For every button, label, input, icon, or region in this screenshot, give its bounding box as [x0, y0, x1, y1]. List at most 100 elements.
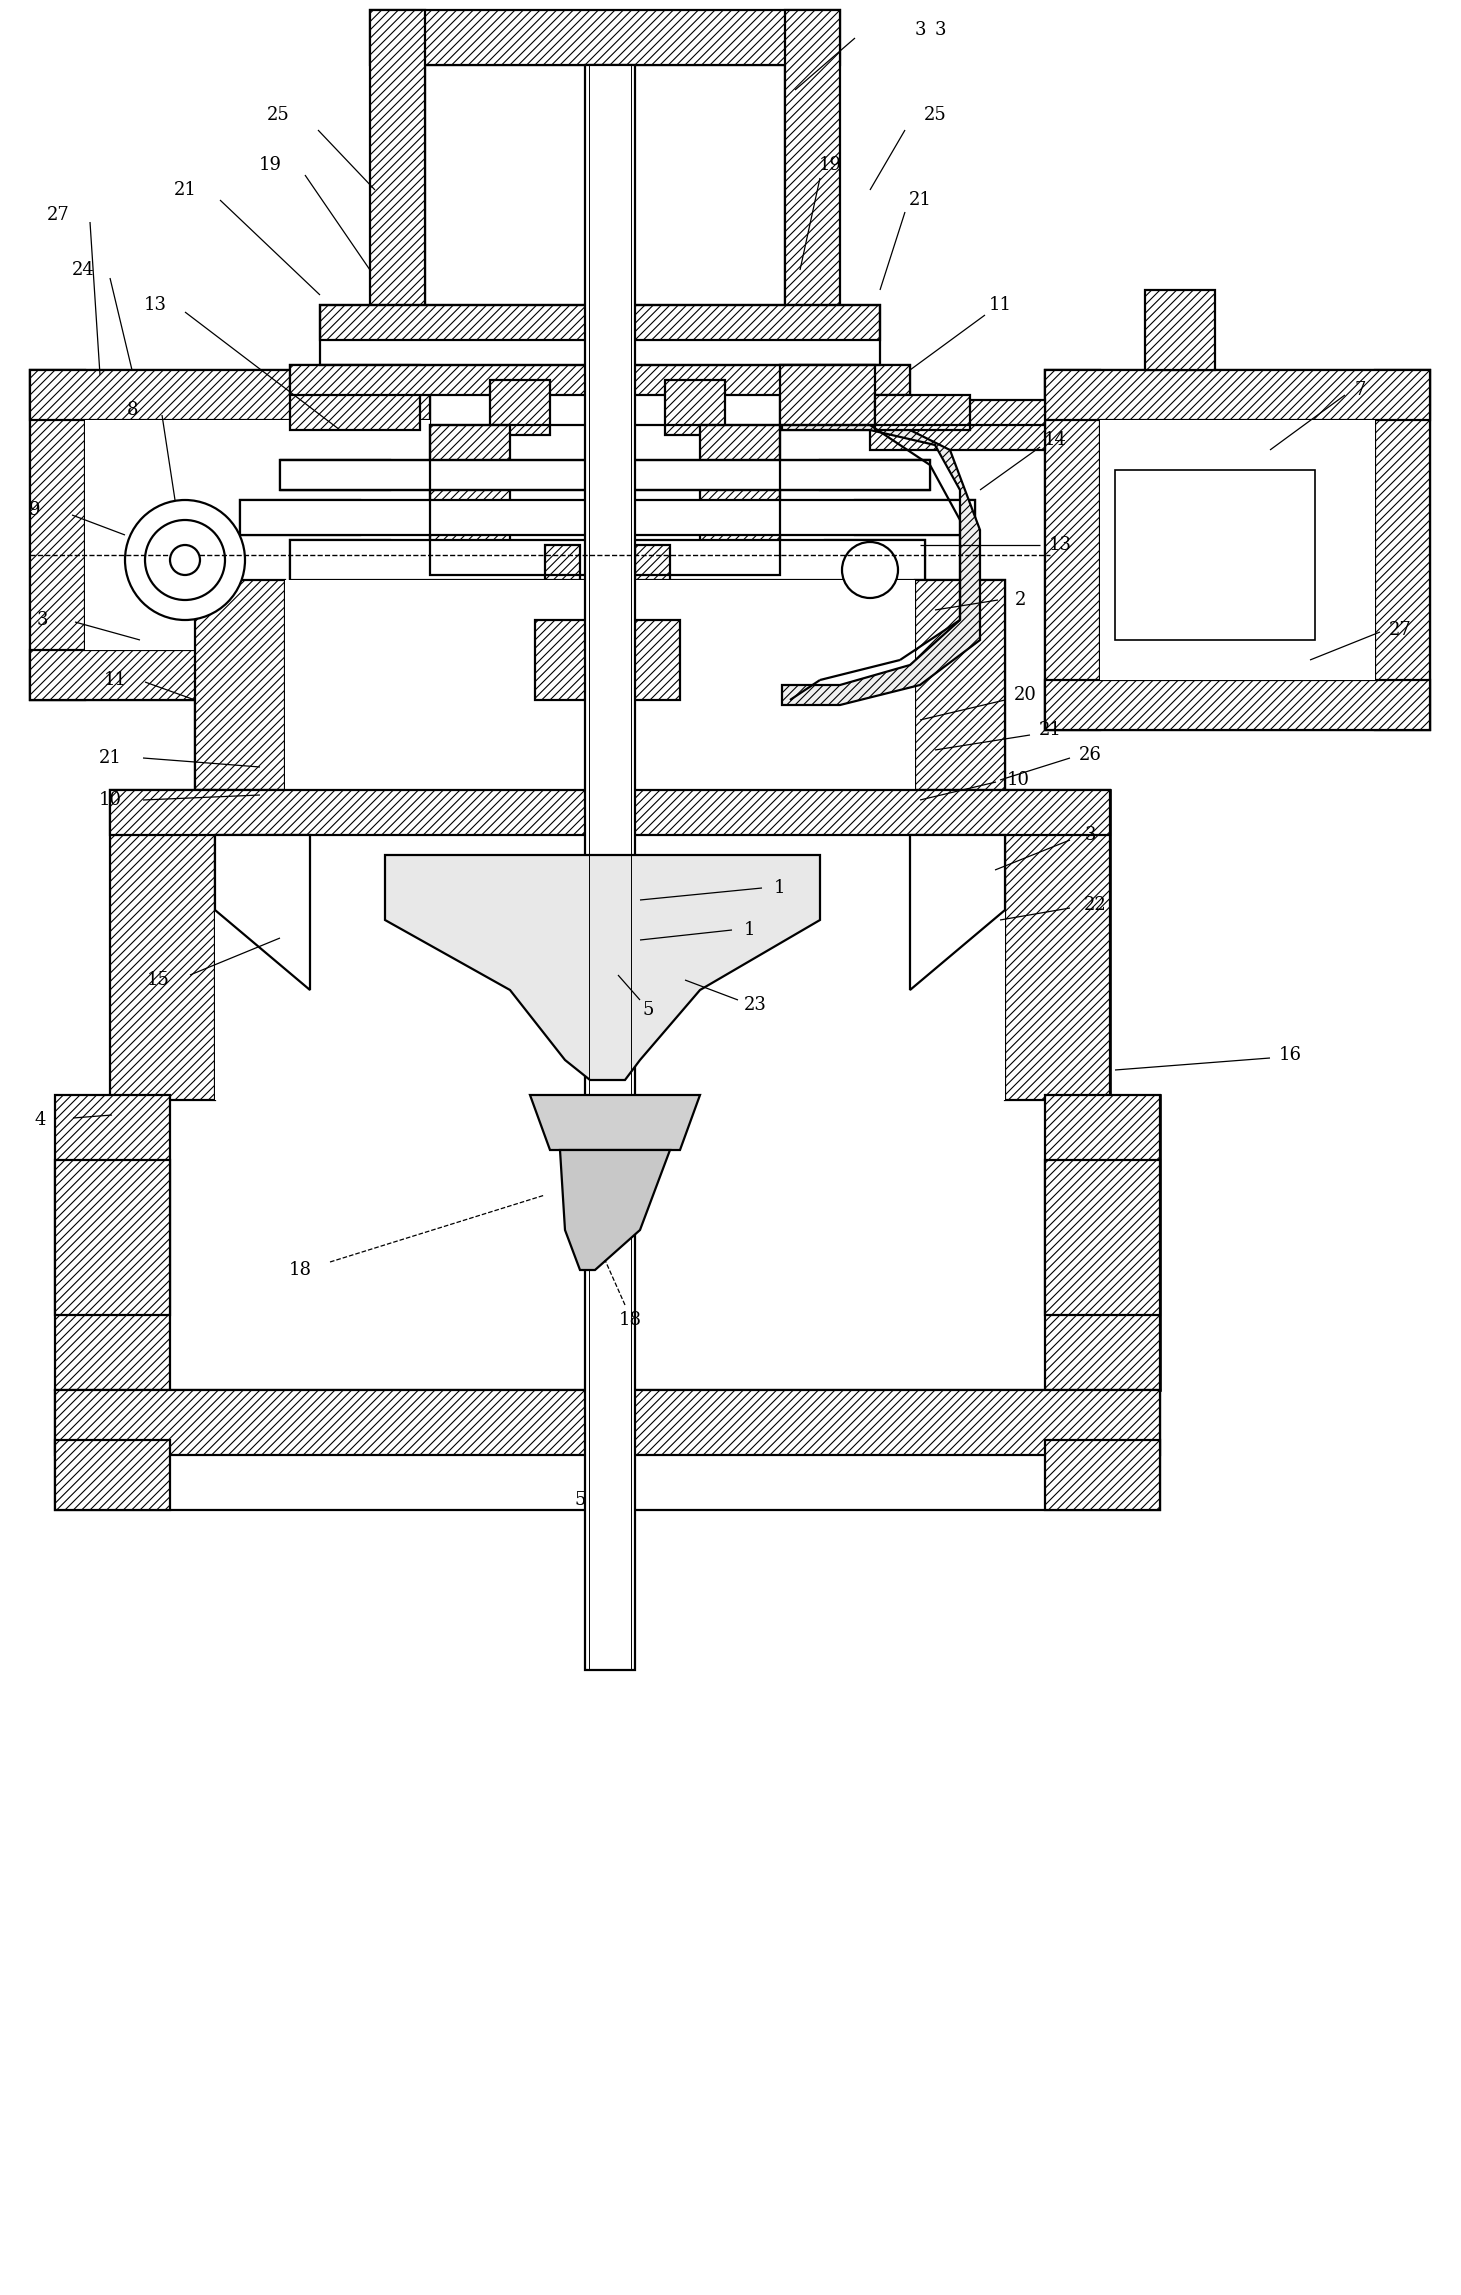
Bar	[780, 365, 875, 425]
Bar	[1375, 369, 1430, 730]
Bar	[780, 365, 910, 429]
Bar	[1045, 369, 1100, 730]
Bar	[240, 500, 359, 535]
Text: 24: 24	[72, 262, 95, 280]
Bar	[289, 365, 910, 395]
Bar	[785, 9, 840, 335]
Bar	[636, 544, 671, 581]
Bar	[545, 544, 580, 581]
Text: 27: 27	[47, 207, 69, 225]
Text: 16: 16	[1278, 1047, 1302, 1065]
Bar	[289, 365, 419, 429]
Bar	[289, 539, 390, 581]
Bar	[31, 369, 85, 700]
Bar	[1145, 289, 1216, 369]
Text: 5: 5	[643, 1001, 653, 1019]
Bar	[320, 305, 880, 340]
Bar	[825, 539, 925, 581]
Text: 21: 21	[909, 190, 932, 209]
Text: 10: 10	[98, 792, 121, 810]
Bar	[1045, 1439, 1160, 1510]
Bar	[1005, 789, 1110, 1099]
Bar	[56, 1391, 1160, 1510]
Bar	[194, 581, 1005, 789]
Bar	[56, 1439, 169, 1510]
Circle shape	[842, 542, 899, 599]
Bar	[289, 365, 910, 395]
Bar	[56, 1095, 169, 1391]
Bar	[31, 369, 430, 420]
Bar	[370, 9, 425, 335]
Bar	[56, 1159, 169, 1315]
Bar	[1045, 679, 1430, 730]
Bar	[780, 365, 875, 425]
Bar	[625, 620, 679, 700]
Bar	[1045, 369, 1430, 420]
Bar	[535, 620, 590, 700]
Bar	[915, 581, 1005, 789]
Bar	[194, 581, 285, 789]
Text: 21: 21	[174, 181, 196, 200]
Bar	[56, 1391, 1160, 1455]
Bar	[665, 381, 725, 436]
Text: 5: 5	[574, 1492, 586, 1510]
Bar	[169, 1095, 1045, 1391]
Bar	[825, 539, 925, 581]
Bar	[320, 305, 880, 365]
Bar	[1045, 679, 1430, 730]
Text: 10: 10	[1007, 771, 1030, 789]
Bar	[289, 539, 925, 581]
Bar	[110, 789, 215, 1099]
Text: 27: 27	[1388, 622, 1411, 638]
Bar	[869, 399, 1045, 450]
Text: 4: 4	[34, 1111, 45, 1129]
Bar	[1045, 1159, 1160, 1315]
Text: 2: 2	[1014, 592, 1026, 608]
Bar	[636, 544, 671, 581]
Bar	[855, 500, 974, 535]
Bar	[110, 789, 1110, 835]
Bar	[665, 381, 725, 436]
Text: 8: 8	[127, 402, 139, 420]
Text: 3: 3	[1084, 826, 1096, 845]
Bar	[1045, 369, 1430, 420]
Text: 19: 19	[259, 156, 282, 174]
Text: 18: 18	[618, 1310, 641, 1329]
Polygon shape	[910, 835, 1005, 989]
Text: 21: 21	[98, 748, 121, 767]
Bar	[1045, 1095, 1160, 1391]
Bar	[289, 539, 390, 581]
Bar	[425, 64, 785, 335]
Bar	[855, 500, 974, 535]
Bar	[625, 620, 679, 700]
Text: 14: 14	[1043, 431, 1067, 450]
Bar	[1375, 369, 1430, 730]
Text: 1: 1	[744, 920, 755, 939]
Text: 3: 3	[934, 21, 945, 39]
Text: 11: 11	[989, 296, 1011, 314]
Polygon shape	[215, 835, 310, 989]
Text: 18: 18	[288, 1260, 311, 1278]
Bar	[110, 789, 215, 1099]
Polygon shape	[782, 411, 980, 705]
Bar	[1045, 1159, 1160, 1315]
Text: 11: 11	[104, 670, 127, 688]
Bar	[194, 581, 285, 789]
Bar	[281, 459, 931, 491]
Bar	[1045, 1095, 1160, 1391]
Text: 13: 13	[143, 296, 167, 314]
Bar	[1115, 470, 1315, 640]
Text: 7: 7	[1354, 381, 1366, 399]
Polygon shape	[386, 856, 820, 1081]
Bar	[430, 425, 510, 576]
Text: 23: 23	[744, 996, 767, 1014]
Text: 1: 1	[774, 879, 786, 897]
Bar	[281, 459, 390, 491]
Circle shape	[145, 521, 225, 599]
Text: 3: 3	[37, 610, 48, 629]
Bar	[489, 381, 549, 436]
Bar	[430, 425, 780, 576]
Bar	[370, 9, 840, 64]
Bar	[370, 9, 425, 335]
Bar	[285, 581, 915, 789]
